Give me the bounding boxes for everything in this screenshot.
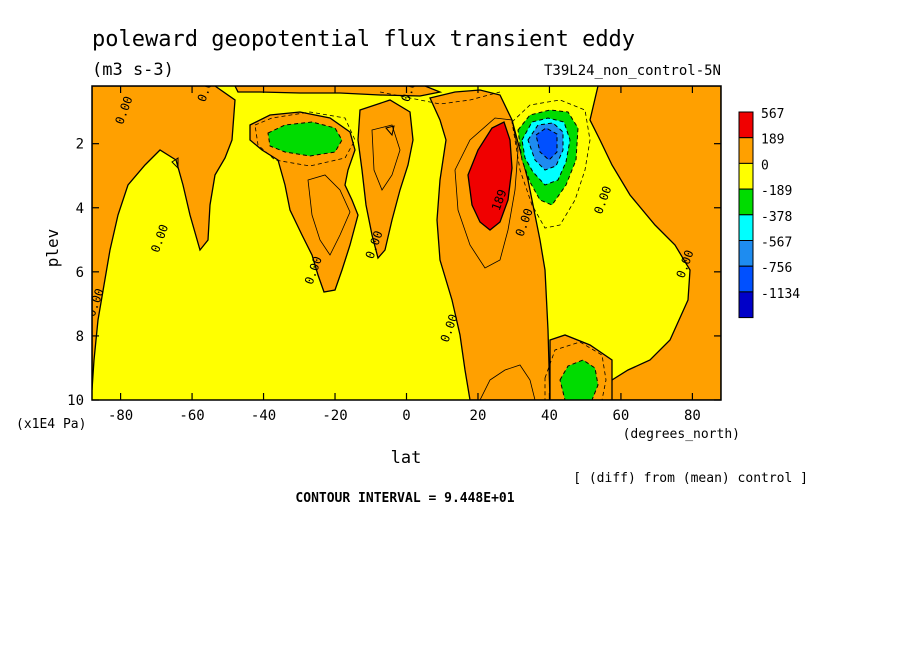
- x-tick-label: -80: [108, 408, 133, 424]
- green-minimum-surface: [559, 359, 599, 400]
- orange-region-north-highlat: [589, 86, 721, 400]
- x-axis-label: lat: [391, 448, 422, 468]
- contour-line-c: [454, 117, 519, 269]
- orange-region-south-midlat: [249, 111, 359, 293]
- legend-label: 189: [761, 133, 784, 148]
- red-maximum: [467, 121, 513, 231]
- run-label: T39L24_non_control-5N: [544, 63, 721, 79]
- plot-field: 0.000.000.000.000.000.000.000.001890.000…: [92, 86, 721, 400]
- x-tick-label: 40: [541, 408, 558, 424]
- green-minimum-south: [267, 121, 343, 157]
- x-tick-label: 60: [613, 408, 630, 424]
- x-tick-label: -20: [322, 408, 347, 424]
- legend-label: 0: [761, 158, 769, 173]
- legend-label: -1134: [761, 287, 800, 302]
- contour-line-e: [511, 99, 591, 229]
- contour-line-g: [479, 364, 536, 400]
- orange-region-north-jet: [429, 89, 551, 400]
- contour-line-b: [371, 124, 401, 191]
- contour-line-top: [379, 91, 501, 105]
- orange-region-west-edge: [92, 86, 236, 391]
- orange-region-subtropics: [357, 99, 414, 260]
- contour-label: 189: [489, 187, 510, 212]
- legend-label: -378: [761, 210, 792, 225]
- x-tick-label: 0: [402, 408, 410, 424]
- legend-label: -756: [761, 261, 792, 276]
- legend-swatch: [738, 137, 754, 164]
- deep-blue-core: [535, 127, 558, 161]
- legend-swatch: [738, 111, 754, 139]
- legend-label: 567: [761, 107, 784, 122]
- x-tick-label: -60: [179, 408, 204, 424]
- x-tick-label: 80: [684, 408, 701, 424]
- y-tick-label: 6: [76, 265, 84, 281]
- legend-swatch: [738, 214, 754, 242]
- y-axis: 2 4 6 8 10: [67, 137, 721, 409]
- y-tick-label: 2: [76, 137, 84, 153]
- contour-line-d: [254, 111, 356, 167]
- y-tick-label: 8: [76, 329, 84, 345]
- color-legend: 567 189 0 -189 -378 -567 -756 -1134: [738, 107, 800, 319]
- legend-swatch: [738, 162, 754, 190]
- diff-note: [ (diff) from (mean) control ]: [573, 471, 808, 486]
- y-tick-label: 10: [67, 393, 84, 409]
- x-tick-label: -40: [251, 408, 276, 424]
- chart-title: poleward geopotential flux transient edd…: [92, 27, 635, 52]
- y-tick-label: 4: [76, 201, 84, 217]
- contour-line-f: [544, 341, 607, 400]
- legend-swatch: [738, 291, 754, 319]
- contour-line-small: [385, 125, 395, 137]
- x-axis: -80 -60 -40 -20 0 20 40 60 80: [108, 86, 701, 424]
- legend-label: -567: [761, 236, 792, 251]
- contour-interval: CONTOUR INTERVAL = 9.448E+01: [295, 491, 514, 506]
- legend-swatch: [738, 188, 754, 216]
- y-axis-units: (x1E4 Pa): [16, 417, 86, 432]
- legend-swatch: [738, 265, 754, 293]
- chart-units: (m3 s-3): [92, 60, 174, 80]
- contour-line-small-west: [171, 157, 179, 170]
- legend-label: -189: [761, 184, 792, 199]
- y-axis-label: plev: [43, 229, 62, 268]
- x-tick-label: 20: [470, 408, 487, 424]
- x-axis-units: (degrees_north): [623, 427, 740, 442]
- legend-swatch: [738, 240, 754, 267]
- contour-line-a: [307, 174, 351, 256]
